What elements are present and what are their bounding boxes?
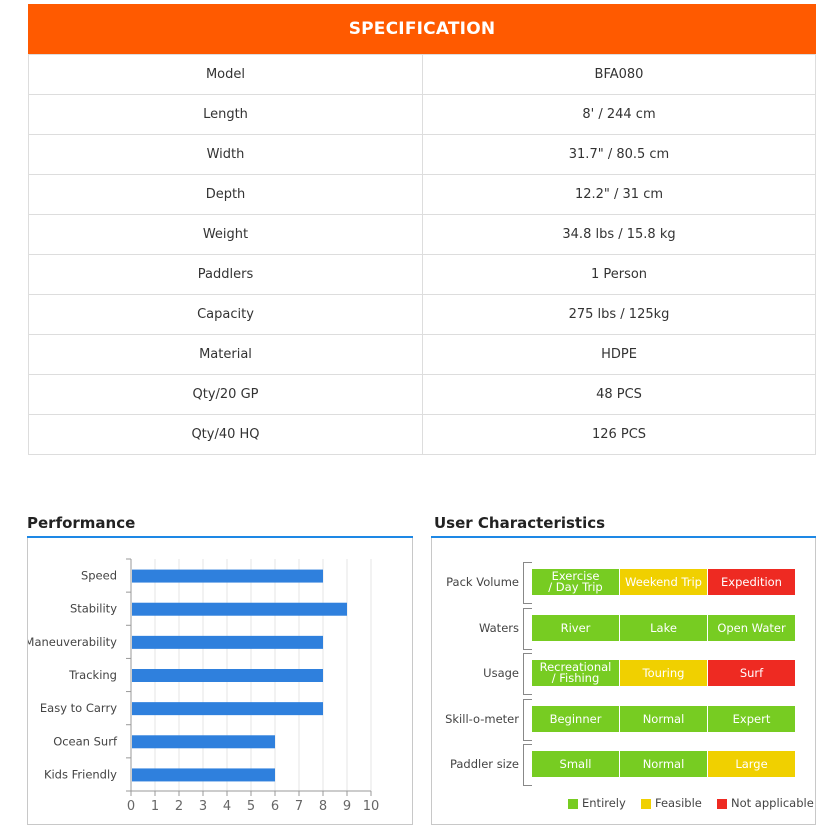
- spec-table: Model BFA080 Length 8' / 244 cm Width 31.7" /…: [28, 54, 816, 455]
- performance-bar: [132, 569, 323, 583]
- spec-label: Width: [28, 134, 423, 175]
- uc-cell: Normal: [620, 706, 707, 732]
- spec-value: BFA080: [422, 54, 816, 95]
- spec-value: 31.7" / 80.5 cm: [422, 134, 816, 175]
- spec-row: Depth 12.2" / 31 cm: [28, 174, 816, 215]
- uc-cell: River: [532, 615, 619, 641]
- uc-row-label: Pack Volume: [446, 575, 519, 589]
- uc-cell: Small: [532, 751, 619, 777]
- spec-row: Weight 34.8 lbs / 15.8 kg: [28, 214, 816, 255]
- spec-label: Paddlers: [28, 254, 423, 295]
- uc-cell: Normal: [620, 751, 707, 777]
- uc-cell: Touring: [620, 660, 707, 686]
- spec-row: Material HDPE: [28, 334, 816, 375]
- x-tick-label: 9: [343, 799, 351, 814]
- x-tick-label: 6: [271, 799, 279, 814]
- spec-label: Qty/20 GP: [28, 374, 423, 415]
- uc-row-bracket: [523, 699, 532, 741]
- x-tick-label: 2: [175, 799, 183, 814]
- x-tick-label: 4: [223, 799, 231, 814]
- bar-category-label: Kids Friendly: [44, 767, 117, 781]
- uc-cell: Lake: [620, 615, 707, 641]
- spec-value: HDPE: [422, 334, 816, 375]
- spec-label: Weight: [28, 214, 423, 255]
- performance-bar: [132, 702, 323, 716]
- spec-row: Capacity 275 lbs / 125kg: [28, 294, 816, 335]
- spec-label: Qty/40 HQ: [28, 414, 423, 455]
- legend-swatch: [717, 799, 727, 809]
- uc-row-label: Waters: [479, 621, 519, 635]
- uc-row-label: Usage: [483, 666, 519, 680]
- bar-category-label: Ocean Surf: [53, 734, 118, 748]
- uc-cell: Exercise / Day Trip: [532, 569, 619, 595]
- spec-label: Depth: [28, 174, 423, 215]
- performance-chart: 0 1 2 3 4 5 6 7 8 9 10 Speed Stability Maneuverabilit…: [25, 558, 380, 814]
- spec-value: 12.2" / 31 cm: [422, 174, 816, 215]
- spec-row: Length 8' / 244 cm: [28, 94, 816, 135]
- spec-label: Length: [28, 94, 423, 135]
- x-tick-label: 8: [319, 799, 327, 814]
- x-tick-label: 10: [363, 799, 380, 814]
- uc-cell: Beginner: [532, 706, 619, 732]
- legend-label: Feasible: [655, 796, 702, 810]
- uc-row-bracket: [523, 562, 532, 604]
- bar-category-label: Stability: [70, 602, 117, 616]
- uc-row-bracket: [523, 653, 532, 695]
- spec-row: Qty/20 GP 48 PCS: [28, 374, 816, 415]
- performance-bar: [132, 768, 275, 782]
- spec-value: 34.8 lbs / 15.8 kg: [422, 214, 816, 255]
- spec-row: Qty/40 HQ 126 PCS: [28, 414, 816, 455]
- uc-cell: Large: [708, 751, 795, 777]
- user-characteristics-panel: Pack Volume Exercise / Day Trip Weekend Tr…: [431, 538, 816, 825]
- bar-category-label: Easy to Carry: [40, 701, 117, 715]
- uc-cell: Surf: [708, 660, 795, 686]
- uc-row-label: Skill-o-meter: [445, 712, 519, 726]
- legend-swatch: [641, 799, 651, 809]
- spec-row: Paddlers 1 Person: [28, 254, 816, 295]
- user-characteristics-title: User Characteristics: [434, 514, 606, 532]
- uc-row-bracket: [523, 608, 532, 650]
- legend-label: Not applicable: [731, 796, 814, 810]
- uc-cell: Open Water: [708, 615, 795, 641]
- spec-label: Model: [28, 54, 423, 95]
- spec-value: 48 PCS: [422, 374, 816, 415]
- uc-cell: Expert: [708, 706, 795, 732]
- uc-row-bracket: [523, 744, 532, 786]
- spec-header: SPECIFICATION: [28, 4, 816, 54]
- performance-title-underline: [27, 536, 413, 538]
- bar-category-label: Tracking: [68, 668, 117, 682]
- spec-row: Width 31.7" / 80.5 cm: [28, 134, 816, 175]
- performance-title: Performance: [27, 514, 136, 532]
- spec-value: 1 Person: [422, 254, 816, 295]
- uc-cell: Recreational / Fishing: [532, 660, 619, 686]
- x-tick-label: 3: [199, 799, 207, 814]
- spec-value: 275 lbs / 125kg: [422, 294, 816, 335]
- spec-title: SPECIFICATION: [348, 19, 496, 39]
- spec-label: Capacity: [28, 294, 423, 335]
- spec-value: 8' / 244 cm: [422, 94, 816, 135]
- performance-panel: 0 1 2 3 4 5 6 7 8 9 10 Speed Stability Maneuverabilit…: [25, 538, 413, 825]
- spec-label: Material: [28, 334, 423, 375]
- bar-category-label: Maneuverability: [28, 635, 117, 649]
- legend-swatch: [568, 799, 578, 809]
- x-tick-label: 0: [127, 799, 135, 814]
- uc-cell: Weekend Trip: [620, 569, 707, 595]
- bar-category-label: Speed: [81, 569, 117, 583]
- user-characteristics-title-underline: [431, 536, 816, 538]
- performance-bar: [132, 669, 323, 682]
- spec-value: 126 PCS: [422, 414, 816, 455]
- uc-row-label: Paddler size: [449, 757, 519, 771]
- x-tick-label: 5: [247, 799, 255, 814]
- x-tick-label: 7: [295, 799, 303, 814]
- performance-bar: [132, 735, 275, 749]
- legend-label: Entirely: [582, 796, 626, 810]
- x-tick-label: 1: [151, 799, 159, 814]
- performance-bar: [132, 602, 347, 616]
- performance-bar: [132, 635, 323, 649]
- spec-row: Model BFA080: [28, 54, 816, 95]
- uc-cell: Expedition: [708, 569, 795, 595]
